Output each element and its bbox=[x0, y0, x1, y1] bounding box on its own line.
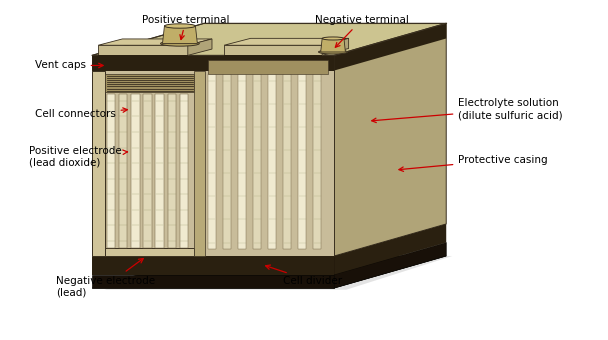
Polygon shape bbox=[313, 74, 322, 249]
Polygon shape bbox=[92, 256, 334, 274]
Polygon shape bbox=[162, 26, 198, 44]
Polygon shape bbox=[92, 55, 334, 70]
Polygon shape bbox=[334, 23, 446, 70]
Polygon shape bbox=[180, 94, 188, 248]
Polygon shape bbox=[224, 45, 322, 55]
Polygon shape bbox=[106, 94, 116, 248]
Polygon shape bbox=[268, 74, 276, 249]
Polygon shape bbox=[283, 74, 291, 249]
Polygon shape bbox=[208, 74, 216, 249]
Polygon shape bbox=[131, 94, 140, 248]
Polygon shape bbox=[208, 61, 328, 74]
Polygon shape bbox=[188, 39, 212, 55]
Polygon shape bbox=[223, 74, 231, 249]
Text: Electrolyte solution
(dilute sulfuric acid): Electrolyte solution (dilute sulfuric ac… bbox=[371, 99, 563, 123]
Polygon shape bbox=[224, 55, 322, 59]
Ellipse shape bbox=[161, 41, 199, 46]
Text: Negative terminal: Negative terminal bbox=[314, 15, 409, 47]
Text: Cell divider: Cell divider bbox=[266, 265, 342, 286]
Text: Vent caps: Vent caps bbox=[35, 61, 103, 70]
Polygon shape bbox=[92, 274, 334, 288]
Polygon shape bbox=[298, 74, 306, 249]
Polygon shape bbox=[168, 94, 176, 248]
Text: Protective casing: Protective casing bbox=[399, 155, 548, 171]
Polygon shape bbox=[92, 55, 334, 256]
Ellipse shape bbox=[322, 37, 344, 40]
Polygon shape bbox=[238, 74, 246, 249]
Polygon shape bbox=[119, 94, 128, 248]
Polygon shape bbox=[92, 70, 105, 256]
Text: Positive electrode
(lead dioxide): Positive electrode (lead dioxide) bbox=[29, 146, 128, 167]
Polygon shape bbox=[322, 38, 348, 55]
Text: Negative electrode
(lead): Negative electrode (lead) bbox=[56, 258, 155, 297]
Ellipse shape bbox=[319, 50, 348, 54]
Polygon shape bbox=[334, 242, 446, 288]
Polygon shape bbox=[334, 23, 446, 256]
Polygon shape bbox=[105, 256, 452, 290]
Polygon shape bbox=[334, 224, 446, 274]
Text: Cell connectors: Cell connectors bbox=[35, 108, 127, 119]
Polygon shape bbox=[253, 74, 261, 249]
Polygon shape bbox=[92, 256, 446, 288]
Polygon shape bbox=[143, 94, 152, 248]
Polygon shape bbox=[92, 23, 446, 55]
Polygon shape bbox=[156, 94, 164, 248]
Polygon shape bbox=[98, 45, 188, 55]
Polygon shape bbox=[105, 74, 194, 92]
Polygon shape bbox=[194, 70, 205, 256]
Polygon shape bbox=[224, 38, 348, 45]
Polygon shape bbox=[320, 38, 345, 52]
Polygon shape bbox=[98, 39, 212, 45]
Ellipse shape bbox=[164, 24, 195, 28]
Text: Positive terminal: Positive terminal bbox=[142, 15, 230, 39]
Polygon shape bbox=[98, 55, 188, 59]
Polygon shape bbox=[105, 248, 194, 256]
